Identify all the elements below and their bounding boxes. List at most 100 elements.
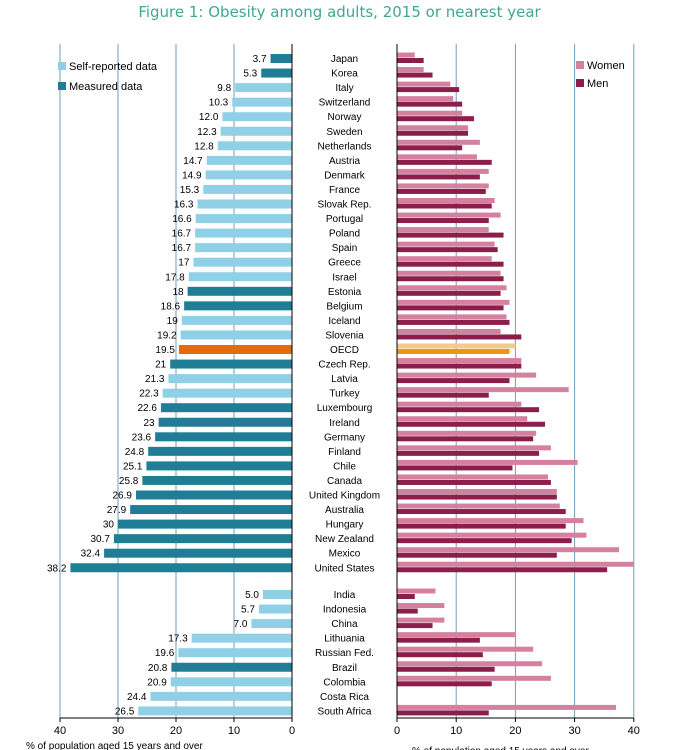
men-bar-norway xyxy=(397,116,474,122)
total-value-label-sweden: 12.3 xyxy=(197,127,217,138)
men-bar-greece xyxy=(397,261,504,267)
men-bar-colombia xyxy=(397,681,492,687)
women-bar-russian-fed xyxy=(397,646,534,652)
women-bar-south-africa xyxy=(397,704,617,710)
total-bar-china xyxy=(251,619,292,629)
total-value-label-india: 5.0 xyxy=(245,590,259,601)
men-bar-netherlands xyxy=(397,145,463,151)
legend-swatch-self-reported-data xyxy=(58,62,66,70)
total-value-label-costa-rica: 24.4 xyxy=(127,692,147,703)
total-value-label-russian-fed: 19.6 xyxy=(155,648,175,659)
men-bar-lithuania xyxy=(397,637,480,643)
total-bar-mexico xyxy=(104,548,292,558)
men-bar-belgium xyxy=(397,305,504,311)
total-value-label-iceland: 19 xyxy=(167,316,179,327)
country-label-norway: Norway xyxy=(328,112,362,123)
total-value-label-canada: 25.8 xyxy=(119,476,139,487)
men-bar-korea xyxy=(397,72,433,78)
total-bar-united-states xyxy=(70,563,292,573)
total-bar-slovenia xyxy=(180,330,292,340)
country-label-costa-rica: Costa Rica xyxy=(320,692,369,703)
right-axis-title: % of population aged 15 years and over xyxy=(412,746,589,750)
legend-label-measured-data: Measured data xyxy=(69,81,143,93)
men-bar-spain xyxy=(397,247,498,253)
women-bar-australia xyxy=(397,503,560,509)
women-bar-estonia xyxy=(397,285,507,291)
country-label-greece: Greece xyxy=(328,258,361,269)
women-bar-united-states xyxy=(397,561,634,567)
total-bar-japan xyxy=(270,54,292,63)
total-value-label-slovenia: 19.2 xyxy=(157,330,177,341)
men-bar-indonesia xyxy=(397,608,418,614)
legend-label-women: Women xyxy=(587,60,625,72)
country-label-belgium: Belgium xyxy=(326,301,362,312)
legend-label-men: Men xyxy=(587,78,608,90)
country-label-japan: Japan xyxy=(331,54,358,65)
country-label-netherlands: Netherlands xyxy=(318,141,372,152)
country-label-spain: Spain xyxy=(332,243,358,254)
total-bar-india xyxy=(263,590,292,599)
legend-swatch-women xyxy=(576,61,584,69)
country-label-china: China xyxy=(331,619,358,630)
country-label-chile: Chile xyxy=(333,461,356,472)
women-bar-israel xyxy=(397,270,501,276)
women-bar-portugal xyxy=(397,212,501,218)
men-bar-chile xyxy=(397,465,513,471)
women-bar-spain xyxy=(397,241,495,247)
total-value-label-brazil: 20.8 xyxy=(148,663,168,674)
total-value-label-united-kingdom: 26.9 xyxy=(113,491,133,502)
women-bar-china xyxy=(397,617,445,623)
total-bar-france xyxy=(203,184,292,194)
country-label-portugal: Portugal xyxy=(326,214,363,225)
total-bar-poland xyxy=(195,228,292,238)
total-bar-chile xyxy=(146,461,292,471)
men-bar-new-zealand xyxy=(397,538,572,544)
men-bar-japan xyxy=(397,58,424,63)
country-label-india: India xyxy=(334,590,356,601)
men-bar-oecd xyxy=(397,349,510,354)
men-bar-estonia xyxy=(397,290,501,296)
women-bar-belgium xyxy=(397,299,510,305)
men-bar-france xyxy=(397,188,486,194)
total-value-label-germany: 23.6 xyxy=(132,432,152,443)
women-bar-austria xyxy=(397,154,477,160)
left-axis-title: % of population aged 15 years and over xyxy=(26,741,203,750)
total-bar-south-africa xyxy=(138,706,292,716)
right-tick-label: 20 xyxy=(509,725,521,737)
right-tick-label: 40 xyxy=(628,725,640,737)
total-value-label-denmark: 14.9 xyxy=(182,170,202,181)
women-bar-luxembourg xyxy=(397,401,522,407)
women-bar-iceland xyxy=(397,314,507,320)
total-bar-brazil xyxy=(171,662,292,672)
women-bar-slovak-rep xyxy=(397,198,495,203)
total-bar-korea xyxy=(261,68,292,78)
men-bar-poland xyxy=(397,232,504,238)
total-value-label-lithuania: 17.3 xyxy=(168,634,188,645)
country-label-estonia: Estonia xyxy=(328,287,362,298)
total-value-label-turkey: 22.3 xyxy=(139,389,159,400)
total-value-label-indonesia: 5.7 xyxy=(241,605,255,616)
men-bar-switzerland xyxy=(397,101,463,107)
country-label-luxembourg: Luxembourg xyxy=(317,403,373,414)
total-value-label-hungary: 30 xyxy=(103,520,115,531)
men-bar-portugal xyxy=(397,218,489,224)
left-tick-label: 10 xyxy=(228,725,240,737)
women-bar-poland xyxy=(397,227,489,233)
men-bar-czech-rep xyxy=(397,363,522,369)
country-label-korea: Korea xyxy=(331,69,358,80)
total-value-label-belgium: 18.6 xyxy=(161,301,181,312)
country-label-united-states: United States xyxy=(314,563,374,574)
total-value-label-spain: 16.7 xyxy=(172,243,192,254)
total-value-label-australia: 27.9 xyxy=(107,505,127,516)
total-bar-finland xyxy=(148,446,292,456)
total-bar-portugal xyxy=(195,214,292,224)
men-bar-india xyxy=(397,594,415,599)
country-label-italy: Italy xyxy=(335,83,353,94)
right-tick-label: 10 xyxy=(450,725,462,737)
total-bar-switzerland xyxy=(232,97,292,107)
women-bar-japan xyxy=(397,52,415,58)
total-bar-new-zealand xyxy=(113,534,292,544)
country-label-latvia: Latvia xyxy=(331,374,358,385)
women-bar-india xyxy=(397,588,436,594)
country-label-south-africa: South Africa xyxy=(318,706,372,717)
